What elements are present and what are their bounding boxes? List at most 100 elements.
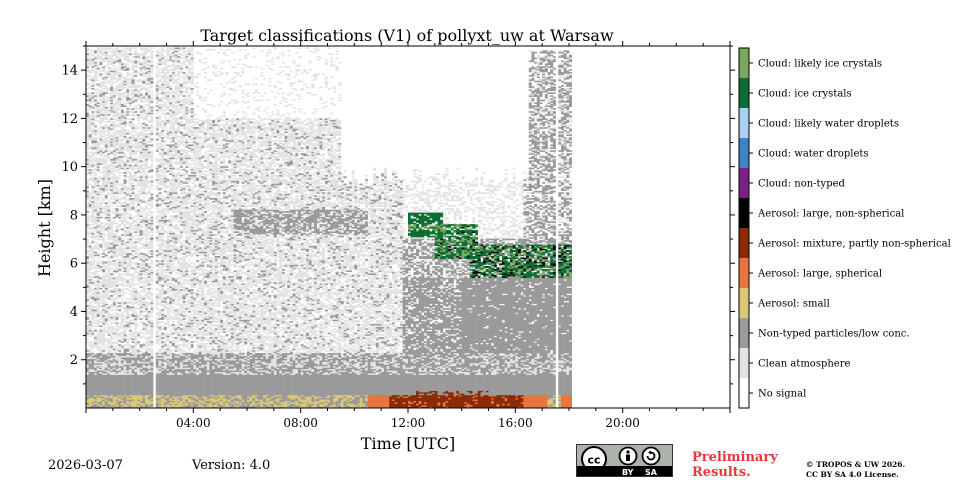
data-cell bbox=[102, 198, 106, 202]
data-cell bbox=[247, 324, 250, 329]
data-cell bbox=[104, 229, 108, 232]
data-cell bbox=[147, 364, 151, 370]
data-cell bbox=[104, 354, 108, 361]
data-cell bbox=[171, 206, 175, 209]
data-cell bbox=[169, 332, 173, 338]
data-cell bbox=[225, 374, 229, 400]
data-cell bbox=[249, 158, 253, 161]
data-cell bbox=[123, 255, 127, 258]
data-cell bbox=[222, 60, 226, 63]
data-cell bbox=[204, 364, 208, 367]
data-cell bbox=[112, 202, 116, 205]
data-cell bbox=[112, 118, 116, 121]
data-cell bbox=[193, 316, 197, 319]
data-cell bbox=[139, 92, 143, 94]
data-cell bbox=[110, 182, 114, 184]
data-cell bbox=[169, 79, 173, 81]
data-cell bbox=[142, 309, 146, 313]
data-cell bbox=[134, 367, 138, 370]
data-cell bbox=[161, 148, 165, 151]
data-cell bbox=[142, 216, 146, 220]
data-cell bbox=[131, 363, 135, 367]
data-cell bbox=[142, 200, 146, 203]
data-cell bbox=[220, 67, 224, 70]
data-cell bbox=[179, 400, 183, 407]
data-cell bbox=[225, 166, 229, 168]
data-cell bbox=[174, 183, 178, 186]
data-cell bbox=[236, 164, 240, 168]
data-cell bbox=[155, 108, 159, 110]
data-cell bbox=[241, 138, 245, 142]
data-cell bbox=[86, 47, 89, 52]
data-cell bbox=[249, 125, 253, 131]
data-cell bbox=[115, 321, 119, 323]
data-cell bbox=[204, 151, 208, 154]
data-cell bbox=[128, 253, 132, 255]
data-cell bbox=[145, 87, 149, 92]
data-cell bbox=[142, 273, 146, 275]
data-cell bbox=[139, 215, 143, 218]
data-cell bbox=[222, 196, 226, 199]
data-cell bbox=[238, 224, 242, 226]
data-cell bbox=[136, 156, 140, 158]
data-cell bbox=[222, 193, 226, 197]
data-cell bbox=[230, 335, 234, 339]
data-cell bbox=[222, 302, 226, 304]
data-cell bbox=[252, 397, 256, 401]
data-cell bbox=[123, 63, 127, 67]
data-cell bbox=[214, 289, 218, 293]
data-cell bbox=[88, 279, 92, 281]
data-cell bbox=[247, 368, 250, 371]
data-cell bbox=[123, 273, 127, 275]
data-cell bbox=[204, 67, 208, 70]
data-cell bbox=[217, 157, 221, 161]
data-cell bbox=[217, 242, 221, 248]
data-cell bbox=[228, 360, 232, 365]
data-cell bbox=[147, 67, 151, 70]
data-cell bbox=[247, 92, 250, 94]
data-cell bbox=[220, 182, 224, 184]
data-cell bbox=[126, 406, 130, 409]
data-cell bbox=[212, 394, 216, 397]
data-cell bbox=[196, 279, 199, 281]
data-cell bbox=[249, 358, 253, 372]
data-cell bbox=[131, 394, 135, 400]
data-cell bbox=[228, 370, 232, 374]
data-cell bbox=[196, 209, 199, 212]
data-cell bbox=[249, 234, 253, 238]
data-cell bbox=[110, 309, 114, 312]
data-cell bbox=[104, 195, 108, 199]
data-cell bbox=[120, 344, 124, 346]
data-cell bbox=[96, 270, 100, 273]
data-cell bbox=[177, 234, 181, 242]
data-cell bbox=[182, 295, 186, 300]
data-cell bbox=[171, 205, 175, 207]
data-cell bbox=[118, 174, 122, 177]
data-cell bbox=[110, 397, 114, 403]
data-cell bbox=[91, 145, 95, 148]
data-cell bbox=[150, 196, 154, 200]
data-cell bbox=[174, 141, 178, 144]
data-cell bbox=[150, 322, 154, 325]
data-cell bbox=[238, 147, 242, 151]
data-cell bbox=[166, 227, 170, 229]
data-cell bbox=[174, 224, 178, 231]
data-cell bbox=[161, 83, 165, 86]
data-cell bbox=[249, 325, 253, 328]
data-cell bbox=[230, 182, 234, 184]
data-cell bbox=[225, 198, 229, 200]
data-cell bbox=[236, 322, 240, 325]
data-cell bbox=[174, 203, 178, 207]
data-cell bbox=[136, 171, 140, 174]
data-cell bbox=[145, 337, 149, 341]
data-cell bbox=[136, 296, 140, 299]
data-cell bbox=[233, 163, 237, 165]
data-cell bbox=[206, 350, 210, 354]
data-cell bbox=[166, 80, 170, 87]
data-cell bbox=[155, 101, 159, 105]
data-cell bbox=[247, 183, 250, 187]
data-cell bbox=[139, 374, 143, 396]
data-cell bbox=[185, 300, 189, 303]
data-cell bbox=[187, 163, 191, 165]
data-cell bbox=[118, 157, 122, 165]
